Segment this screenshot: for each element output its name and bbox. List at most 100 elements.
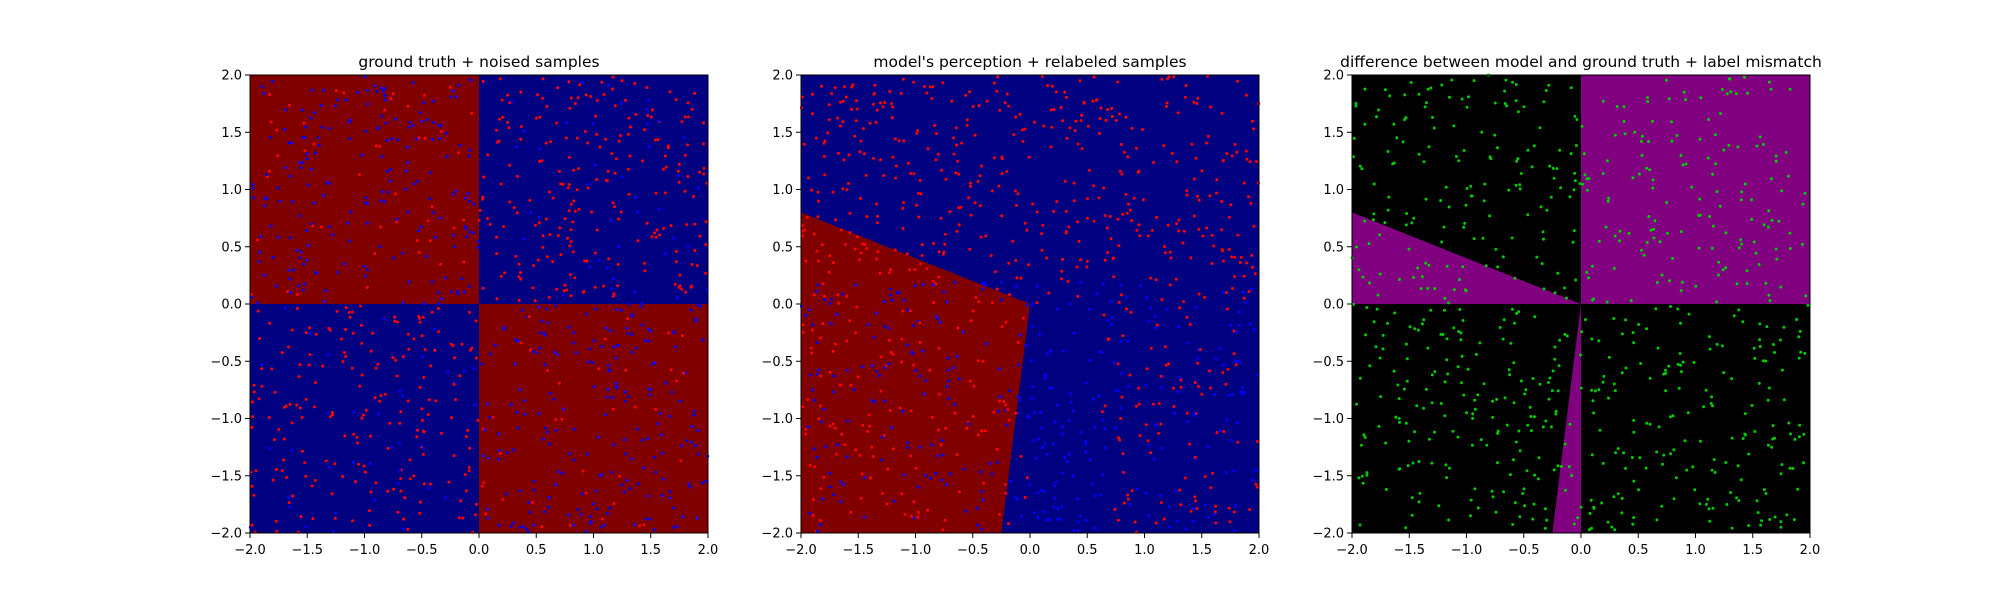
sample-point xyxy=(696,429,700,432)
sample-point xyxy=(1358,164,1362,168)
sample-point xyxy=(538,147,542,151)
sample-point xyxy=(1512,458,1515,462)
sample-point xyxy=(1192,519,1195,523)
sample-point xyxy=(967,422,971,426)
sample-point xyxy=(1522,105,1526,109)
sample-point xyxy=(1397,416,1401,420)
sample-point xyxy=(1711,506,1715,510)
sample-point xyxy=(1141,198,1145,202)
sample-point xyxy=(588,265,591,269)
sample-point xyxy=(1474,352,1478,356)
sample-point xyxy=(845,188,849,192)
sample-point xyxy=(902,139,906,143)
sample-point xyxy=(880,458,884,462)
sample-point xyxy=(805,215,809,219)
sample-point xyxy=(957,172,961,176)
sample-point xyxy=(1590,388,1594,392)
sample-point xyxy=(1569,86,1573,90)
sample-point xyxy=(412,337,416,341)
sample-point xyxy=(853,134,857,138)
sample-point xyxy=(1134,404,1138,408)
region-3 xyxy=(250,304,479,533)
sample-point xyxy=(604,413,607,417)
sample-point xyxy=(1206,445,1210,449)
sample-point xyxy=(1547,397,1551,401)
sample-point xyxy=(454,95,458,99)
sample-point xyxy=(643,261,646,265)
sample-point xyxy=(905,343,909,347)
sample-point xyxy=(1413,327,1417,331)
sample-point xyxy=(523,412,527,416)
sample-point xyxy=(1146,234,1150,238)
sample-point xyxy=(831,190,835,194)
sample-point xyxy=(1375,115,1378,119)
sample-point xyxy=(1209,105,1213,109)
sample-point xyxy=(1465,105,1469,109)
sample-point xyxy=(859,196,862,200)
sample-point xyxy=(1119,283,1123,287)
sample-point xyxy=(991,301,994,305)
sample-point xyxy=(368,509,371,513)
sample-point xyxy=(1420,322,1424,326)
sample-point xyxy=(319,103,323,107)
sample-point xyxy=(1061,257,1064,261)
sample-point xyxy=(499,182,503,186)
sample-point xyxy=(1100,410,1104,414)
x-tick-label: 2.0 xyxy=(698,543,719,558)
sample-point xyxy=(1230,438,1234,442)
sample-point xyxy=(926,508,930,512)
sample-point xyxy=(1632,418,1636,422)
sample-point xyxy=(855,99,858,103)
sample-point xyxy=(1607,396,1610,400)
sample-point xyxy=(980,164,983,168)
sample-point xyxy=(977,300,981,304)
sample-point xyxy=(1124,192,1128,196)
sample-point xyxy=(303,461,307,465)
y-tick-label: 1.5 xyxy=(1323,126,1344,141)
sample-point xyxy=(295,292,299,296)
sample-point xyxy=(1514,83,1518,86)
sample-point xyxy=(628,125,632,129)
sample-point xyxy=(931,85,935,89)
sample-point xyxy=(1568,195,1572,199)
sample-point xyxy=(1456,435,1460,439)
sample-point xyxy=(1648,168,1652,172)
x-tick-label: 0.0 xyxy=(1020,543,1041,558)
sample-point xyxy=(457,151,460,155)
sample-point xyxy=(920,254,924,257)
sample-point xyxy=(815,341,819,345)
sample-point xyxy=(453,245,457,249)
sample-point xyxy=(437,123,441,127)
sample-point xyxy=(1655,281,1659,284)
sample-point xyxy=(437,330,441,334)
sample-point xyxy=(538,159,542,163)
sample-point xyxy=(533,223,537,227)
sample-point xyxy=(1649,228,1653,232)
sample-point xyxy=(288,277,292,281)
sample-point xyxy=(826,131,830,135)
sample-point xyxy=(331,413,334,417)
sample-point xyxy=(807,308,811,312)
sample-point xyxy=(965,426,969,430)
sample-point xyxy=(467,154,471,158)
sample-point xyxy=(1126,385,1130,388)
sample-point xyxy=(836,293,840,297)
sample-point xyxy=(1746,91,1749,95)
sample-point xyxy=(295,248,299,252)
sample-point xyxy=(357,173,361,176)
sample-point xyxy=(1758,338,1762,342)
sample-point xyxy=(1771,343,1775,346)
sample-point xyxy=(810,188,813,192)
sample-point xyxy=(560,417,564,421)
sample-point xyxy=(916,191,920,195)
sample-point xyxy=(1365,306,1369,309)
sample-point xyxy=(1588,512,1592,515)
sample-point xyxy=(1189,509,1193,513)
sample-point xyxy=(1200,392,1204,396)
sample-point xyxy=(643,269,647,273)
sample-point xyxy=(998,513,1002,516)
sample-point xyxy=(1551,369,1555,373)
sample-point xyxy=(981,287,985,291)
sample-point xyxy=(924,474,927,477)
sample-point xyxy=(870,399,874,403)
